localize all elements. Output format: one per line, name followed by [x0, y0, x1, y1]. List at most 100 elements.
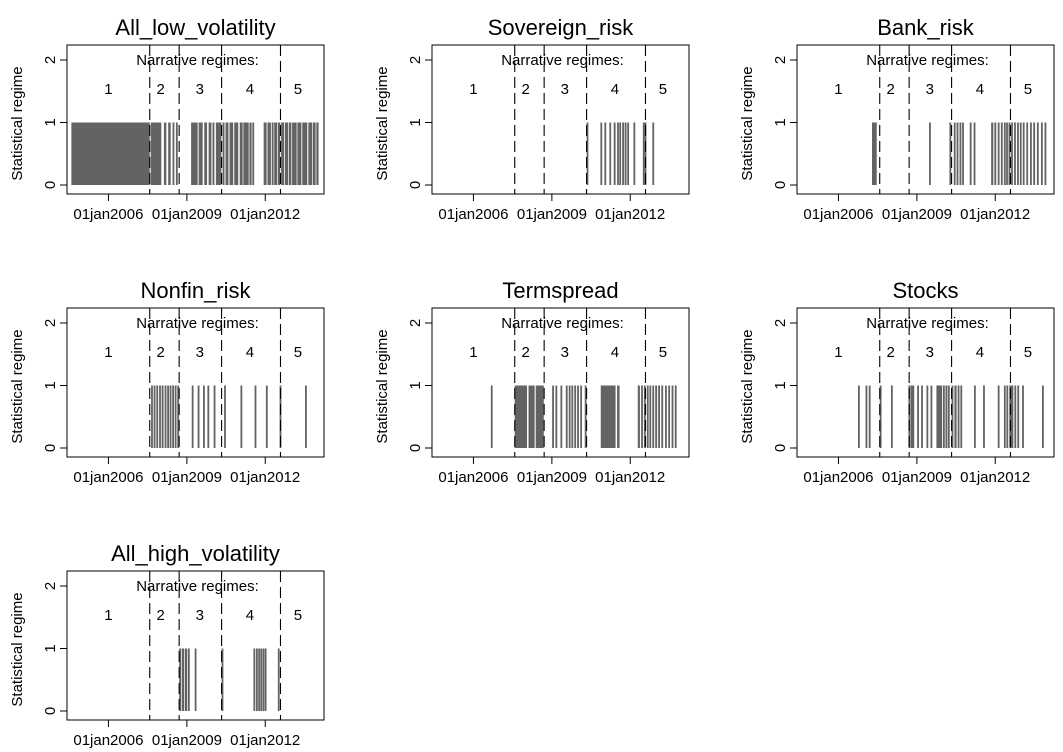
regime-bar: [256, 648, 258, 711]
regime-bar: [857, 385, 860, 448]
x-tick-label: 01jan2006: [73, 732, 143, 749]
regime-bar: [917, 385, 919, 448]
regime-bar: [167, 385, 169, 448]
regime-bar: [957, 385, 960, 448]
plot-frame: [431, 44, 690, 195]
regime-bar: [271, 122, 274, 185]
regime-bar: [292, 122, 297, 185]
narrative-regime-label: 5: [294, 607, 302, 624]
regime-bar: [208, 122, 212, 185]
chart-title: Termspread: [502, 278, 618, 303]
regime-bar: [617, 385, 620, 448]
regime-bar: [262, 648, 265, 711]
regime-bar: [191, 385, 194, 448]
regime-bar: [1022, 385, 1024, 448]
y-tick-label: 0: [772, 444, 789, 452]
y-tick-label: 1: [42, 381, 59, 389]
regime-bar: [1022, 122, 1025, 185]
regime-bar: [187, 648, 190, 711]
regime-bar: [288, 122, 292, 185]
regime-bar: [947, 385, 950, 448]
regime-bar: [973, 385, 976, 448]
narrative-regime-label: 5: [659, 344, 667, 361]
x-tick-label: 01jan2009: [882, 206, 952, 223]
narrative-regime-label: 4: [246, 344, 254, 361]
narrative-regime-label: 5: [294, 344, 302, 361]
regime-bar: [644, 122, 647, 185]
narrative-regime-label: 4: [246, 607, 254, 624]
regime-bar: [555, 385, 558, 448]
regime-bar: [600, 122, 603, 185]
y-tick-label: 2: [42, 56, 59, 64]
chart-title: Nonfin_risk: [140, 278, 251, 303]
regime-bar: [674, 385, 677, 448]
chart-title: Sovereign_risk: [488, 15, 635, 40]
regime-bar: [560, 385, 563, 448]
regime-bar: [997, 122, 1000, 185]
regime-bar: [580, 385, 583, 448]
regime-bar: [175, 122, 178, 185]
regime-bar: [151, 385, 153, 448]
regime-bar: [305, 385, 307, 448]
narrative-regime-label: 4: [976, 344, 984, 361]
plot-frame: [431, 307, 690, 458]
regime-bar: [1030, 122, 1032, 185]
x-tick-label: 01jan2006: [803, 469, 873, 486]
regime-bar: [991, 122, 994, 185]
regime-bar: [872, 122, 877, 185]
regime-bar: [665, 385, 667, 448]
y-tick-label: 2: [772, 319, 789, 327]
regime-bar: [179, 648, 182, 711]
y-axis-label: Statistical regime: [374, 329, 391, 443]
narrative-regime-label: 3: [926, 81, 934, 98]
narrative-title: Narrative regimes:: [501, 52, 624, 69]
regime-bar: [1014, 385, 1017, 448]
regime-bar: [655, 385, 658, 448]
chart-title: All_low_volatility: [115, 15, 275, 40]
chart-panel: Narrative regimes: 1 2 3 4 5 0 1 2 Statistical re…: [9, 541, 325, 749]
regime-bar: [229, 122, 234, 185]
regime-bar: [973, 122, 976, 185]
narrative-regime-label: 5: [1024, 344, 1032, 361]
y-tick-label: 0: [42, 707, 59, 715]
regime-bar: [150, 122, 162, 185]
plot-frame: [796, 44, 1055, 195]
narrative-title: Narrative regimes:: [136, 315, 259, 332]
narrative-regime-label: 5: [1024, 81, 1032, 98]
regime-bar: [225, 122, 229, 185]
narrative-regime-label: 3: [926, 344, 934, 361]
narrative-regime-label: 1: [104, 81, 112, 98]
regime-bar: [890, 385, 893, 448]
narrative-title: Narrative regimes:: [501, 315, 624, 332]
narrative-regime-label: 4: [611, 344, 619, 361]
x-tick-label: 01jan2012: [595, 206, 665, 223]
regime-bar: [535, 385, 544, 448]
regime-bar: [277, 648, 280, 711]
narrative-title: Narrative regimes:: [136, 578, 259, 595]
narrative-title: Narrative regimes:: [136, 52, 259, 69]
regime-bar: [586, 122, 589, 185]
regime-bar: [249, 122, 252, 185]
x-tick-label: 01jan2009: [152, 206, 222, 223]
regime-bar: [203, 385, 205, 448]
y-tick-label: 1: [407, 118, 424, 126]
regime-bar: [284, 122, 289, 185]
regime-bar: [637, 385, 640, 448]
regime-bar: [156, 385, 159, 448]
regime-bar: [215, 122, 222, 185]
y-axis-label: Statistical regime: [374, 66, 391, 180]
regime-bar: [604, 122, 607, 185]
narrative-regime-label: 4: [976, 81, 984, 98]
regime-bar: [212, 122, 215, 185]
regime-bar: [565, 385, 568, 448]
regime-bar: [279, 385, 282, 448]
x-tick-label: 01jan2006: [438, 469, 508, 486]
regime-bar: [172, 385, 174, 448]
regime-bar: [221, 648, 224, 711]
narrative-regime-label: 1: [469, 81, 477, 98]
narrative-regime-label: 1: [104, 344, 112, 361]
regime-bar: [169, 385, 172, 448]
plot-frame: [66, 570, 325, 721]
x-tick-label: 01jan2012: [230, 206, 300, 223]
